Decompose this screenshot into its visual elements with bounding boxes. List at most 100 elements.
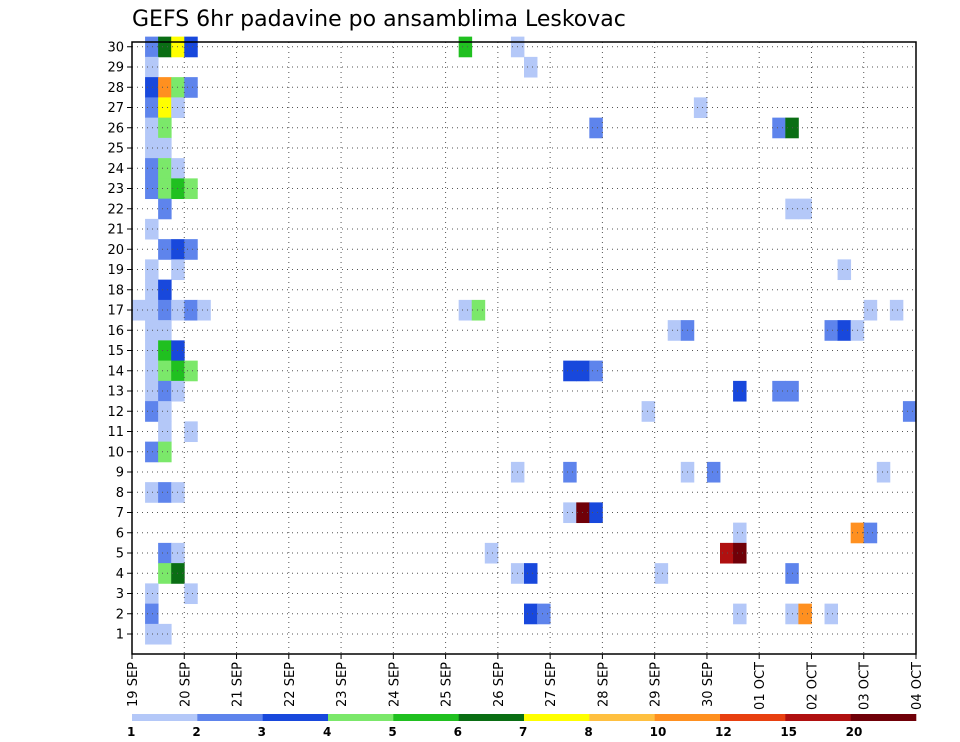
heatmap-cell	[576, 360, 590, 382]
y-tick-label: 30	[107, 40, 124, 55]
heatmap-cell	[589, 117, 603, 139]
y-tick-label: 11	[107, 425, 124, 440]
heatmap-cell	[145, 482, 159, 503]
heatmap-cell	[158, 623, 172, 645]
colorbar-swatch	[197, 714, 263, 721]
heatmap-cell	[145, 623, 159, 645]
heatmap-cell	[132, 299, 146, 321]
y-tick-label: 25	[107, 142, 124, 157]
heatmap-cell	[458, 36, 473, 58]
heatmap-cell	[589, 502, 603, 524]
heatmap-cell	[876, 461, 891, 483]
heatmap-cell	[145, 299, 159, 321]
x-tick-label: 20 SEP	[178, 662, 193, 707]
x-tick-label: 19 SEP	[126, 662, 141, 707]
heatmap-cell	[158, 137, 172, 159]
heatmap-cell	[158, 542, 172, 564]
heatmap-cell	[563, 360, 577, 382]
heatmap-cell	[706, 461, 721, 483]
y-tick-label: 12	[107, 405, 124, 420]
heatmap-cell	[863, 522, 878, 544]
x-tick-label: 29 SEP	[649, 662, 664, 707]
heatmap-cell	[158, 158, 172, 179]
heatmap-cell	[772, 380, 786, 402]
y-tick-label: 3	[116, 587, 124, 602]
colorbar-swatch	[393, 714, 459, 721]
colorbar-swatch	[132, 714, 198, 721]
y-tick-label: 15	[107, 344, 124, 359]
x-tick-label: 03 OCT	[858, 662, 873, 710]
heatmap-cell	[537, 603, 551, 625]
y-tick-label: 16	[107, 324, 124, 339]
heatmap-cell	[158, 563, 172, 584]
heatmap-cell	[524, 56, 538, 78]
y-tick-label: 28	[107, 81, 124, 96]
y-tick-label: 17	[107, 304, 124, 319]
heatmap-cell	[145, 259, 159, 281]
colorbar-swatch	[262, 714, 329, 721]
colorbar-swatch	[589, 714, 655, 721]
heatmap-cell	[733, 542, 747, 564]
y-tick-label: 19	[107, 263, 124, 278]
heatmap-cell	[145, 218, 159, 240]
heatmap-cell	[184, 299, 198, 321]
heatmap-cell	[158, 97, 172, 119]
heatmap-cell	[798, 198, 812, 220]
x-axis: 19 SEP 20 SEP 21 SEP 22 SEP 23 SEP 24 SEP 25 S…	[126, 654, 925, 710]
x-tick-label: 24 SEP	[387, 662, 402, 707]
heatmap-cell	[197, 299, 211, 321]
heatmap-cell	[733, 603, 747, 625]
heatmap-cell	[837, 320, 852, 341]
heatmap-cell	[563, 461, 577, 483]
colorbar-swatch	[524, 714, 590, 721]
heatmap-cell	[837, 259, 852, 281]
heatmap-cell	[693, 97, 708, 119]
heatmap-cell	[145, 117, 159, 139]
colorbar-swatch	[458, 714, 525, 721]
heatmap-cell	[145, 583, 159, 605]
heatmap-cell	[158, 401, 172, 422]
heatmap-cell	[720, 542, 734, 564]
heatmap-cell	[654, 563, 669, 584]
y-tick-label: 13	[107, 385, 124, 400]
x-tick-label: 23 SEP	[335, 662, 350, 707]
heatmap-cell	[145, 279, 159, 301]
heatmap-cell	[158, 441, 172, 463]
heatmap-cell	[145, 137, 159, 159]
heatmap-cell	[158, 36, 172, 58]
y-tick-label: 9	[116, 466, 124, 481]
y-tick-label: 22	[107, 202, 124, 217]
colorbar-label: 20	[846, 725, 863, 739]
y-tick-label: 26	[107, 121, 124, 136]
colorbar-swatch	[785, 714, 851, 721]
heatmap-cell	[158, 380, 172, 402]
heatmap-cell	[889, 299, 904, 321]
heatmap-cell	[563, 502, 577, 524]
colorbar-label: 3	[258, 725, 266, 739]
heatmap-cell	[158, 178, 172, 200]
heatmap-cell	[145, 603, 159, 625]
heatmap-cell	[471, 299, 486, 321]
y-tick-label: 6	[116, 526, 124, 541]
heatmap-cell	[158, 239, 172, 260]
colorbar-label: 6	[454, 725, 462, 739]
heatmap-cell	[458, 299, 473, 321]
chart-title: GEFS 6hr padavine po ansamblima Leskovac	[132, 7, 626, 32]
heatmap-cell	[145, 97, 159, 119]
x-tick-label: 22 SEP	[283, 662, 298, 707]
colorbar: 1 2 3 4 5 6 7 8 10 12 15 20	[127, 714, 917, 739]
grid-lines	[132, 42, 916, 654]
heatmap-cell	[158, 320, 172, 341]
heatmap-cell	[158, 340, 172, 362]
heatmap-cell	[158, 299, 172, 321]
heatmap-cell	[824, 320, 838, 341]
heatmap-cell	[524, 603, 538, 625]
heatmap-cell	[524, 563, 538, 584]
colorbar-label: 7	[519, 725, 527, 739]
y-tick-label: 4	[116, 567, 124, 582]
heatmap-cell	[184, 178, 198, 200]
heatmap-cell	[145, 340, 159, 362]
heatmap-cell	[145, 441, 159, 463]
colorbar-label: 1	[127, 725, 135, 739]
y-tick-label: 27	[107, 101, 124, 116]
